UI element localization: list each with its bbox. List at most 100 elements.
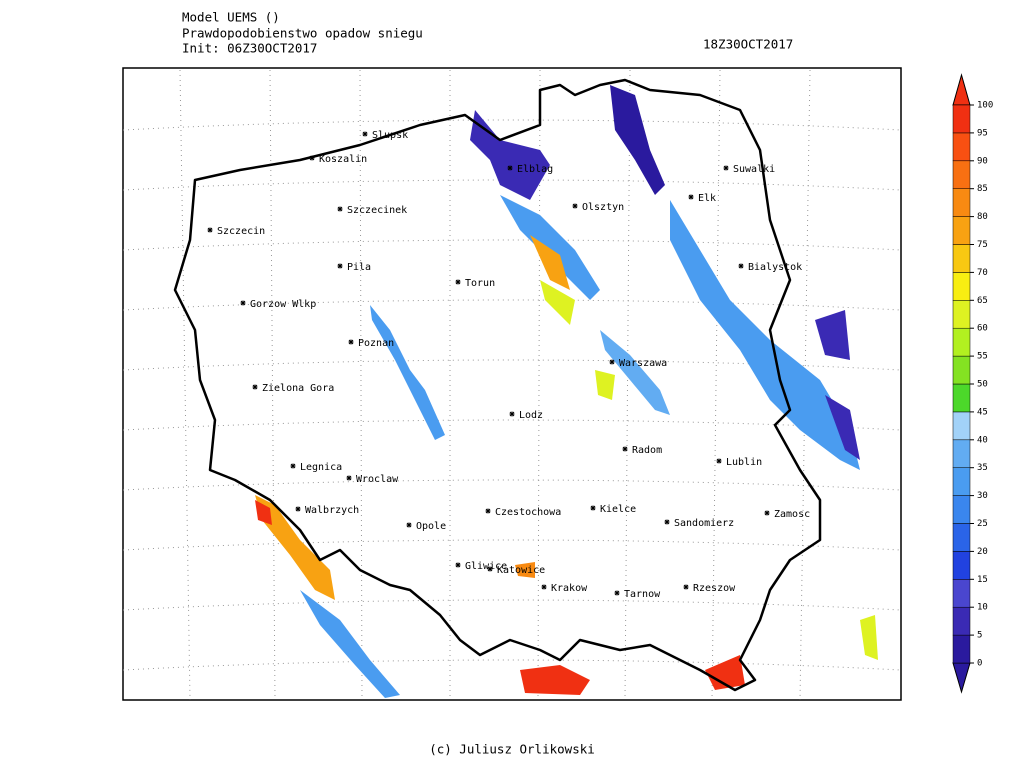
colorbar-segment	[952, 188, 971, 217]
colorbar-tick-label: 10	[977, 603, 988, 613]
city-marker	[614, 590, 620, 596]
colorbar-segment	[952, 467, 971, 496]
colorbar-tick-label: 70	[977, 268, 988, 278]
colorbar-segment	[952, 160, 971, 189]
city-marker	[487, 566, 493, 572]
city-marker	[290, 463, 296, 469]
colorbar-min-cap	[952, 662, 971, 694]
city-marker	[485, 508, 491, 514]
city-marker	[337, 263, 343, 269]
colorbar-tick-label: 25	[977, 519, 988, 529]
colorbar-tick-label: 40	[977, 435, 988, 445]
city-marker	[716, 458, 722, 464]
init-time: Init: 06Z30OCT2017	[182, 41, 317, 56]
colorbar-segment	[952, 355, 971, 385]
valid-time: 18Z30OCT2017	[703, 37, 793, 52]
city-label: Zielona Gora	[262, 383, 334, 394]
city-marker	[622, 446, 628, 452]
city-marker	[455, 279, 461, 285]
city-label: Katowice	[497, 565, 545, 576]
city-label: Lublin	[726, 457, 762, 468]
colorbar-tick-label: 50	[977, 380, 988, 390]
colorbar-tick-label: 95	[977, 128, 988, 138]
colorbar-segment	[952, 495, 971, 524]
city-label: Opole	[416, 521, 446, 532]
city-label: Szczecinek	[347, 205, 407, 216]
city-label: Zamosc	[774, 509, 810, 520]
city-label: Warszawa	[619, 358, 667, 369]
city-marker	[609, 359, 615, 365]
colorbar-tick-label: 45	[977, 407, 988, 417]
colorbar-tick-label: 90	[977, 156, 988, 166]
city-label: Szczecin	[217, 226, 265, 237]
colorbar-segment	[952, 300, 971, 329]
city-marker	[455, 562, 461, 568]
city-marker	[362, 131, 368, 137]
colorbar-max-cap	[952, 73, 971, 106]
city-label: Torun	[465, 278, 495, 289]
city-label: Krakow	[551, 583, 588, 594]
city-label: Lodz	[519, 410, 543, 421]
colorbar-segment	[952, 327, 971, 357]
colorbar-tick-label: 35	[977, 463, 988, 473]
city-label: Wroclaw	[356, 474, 399, 485]
city-label: Slupsk	[372, 130, 408, 141]
city-marker	[337, 206, 343, 212]
city-marker	[738, 263, 744, 269]
city-label: Poznan	[358, 338, 394, 349]
colorbar-segment	[952, 551, 971, 580]
city-marker	[406, 522, 412, 528]
colorbar-tick-label: 55	[977, 352, 988, 362]
colorbar-segment	[952, 272, 971, 301]
city-label: Suwalki	[733, 164, 775, 175]
colorbar-tick-label: 60	[977, 324, 988, 334]
city-marker	[509, 411, 515, 417]
city-marker	[252, 384, 258, 390]
city-marker	[664, 519, 670, 525]
colorbar-tick-label: 100	[977, 101, 993, 111]
city-label: Koszalin	[319, 154, 367, 165]
colorbar-segment	[952, 383, 971, 413]
city-label: Rzeszow	[693, 583, 736, 594]
colorbar-tick-label: 75	[977, 240, 988, 250]
colorbar-segment	[952, 634, 971, 664]
colorbar: 0 5 10 15 20 25 30 35 40 45 50 55 60 65 70 75 80 85 90 95 10…	[952, 73, 993, 694]
city-marker	[688, 194, 694, 200]
city-marker	[764, 510, 770, 516]
city-marker	[723, 165, 729, 171]
map: Slupsk Koszalin Szczecinek Szczecin Pila Gorz…	[122, 67, 902, 701]
colorbar-tick-label: 0	[977, 659, 982, 669]
colorbar-tick-label: 15	[977, 575, 988, 585]
colorbar-tick-label: 80	[977, 212, 988, 222]
city-marker	[683, 584, 689, 590]
city-marker	[348, 339, 354, 345]
city-label: Elblag	[517, 164, 553, 175]
colorbar-tick-label: 30	[977, 491, 988, 501]
footer: (c) Juliusz Orlikowski	[429, 742, 595, 757]
colorbar-tick-label: 85	[977, 184, 988, 194]
city-label: Czestochowa	[495, 507, 561, 518]
colorbar-segment	[952, 411, 971, 441]
colorbar-tick-label: 65	[977, 296, 988, 306]
city-label: Gliwice	[465, 561, 507, 572]
city-marker	[346, 475, 352, 481]
city-label: Pila	[347, 262, 371, 273]
city-label: Elk	[698, 193, 716, 204]
colorbar-tick-label: 20	[977, 547, 988, 557]
city-marker	[240, 300, 246, 306]
colorbar-segment	[952, 439, 971, 468]
city-label: Sandomierz	[674, 518, 734, 529]
poland-border	[173, 78, 822, 692]
city-label: Olsztyn	[582, 202, 624, 213]
colorbar-segment	[952, 606, 971, 636]
colorbar-segment	[952, 244, 971, 273]
snow-probability-field	[255, 85, 878, 698]
graticule	[122, 69, 902, 701]
city-marker	[541, 584, 547, 590]
colorbar-segment	[952, 523, 971, 552]
city-marker	[207, 227, 213, 233]
city-label: Legnica	[300, 462, 342, 473]
colorbar-segment	[952, 579, 971, 608]
city-label: Walbrzych	[305, 505, 359, 516]
map-title: Prawdopodobienstwo opadow sniegu	[182, 26, 423, 41]
